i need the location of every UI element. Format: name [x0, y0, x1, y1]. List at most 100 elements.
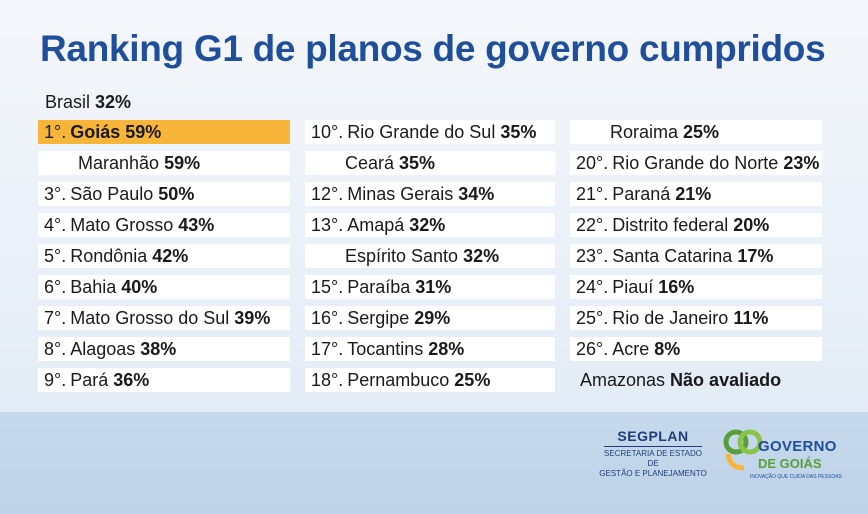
- state-pct: 17%: [737, 246, 774, 266]
- state-pct: 42%: [152, 246, 189, 266]
- state-name: Goiás: [70, 122, 121, 142]
- ranking-row: 13°. Amapá 32%: [305, 213, 555, 237]
- rank-position: 1°.: [44, 122, 67, 142]
- ranking-row: 12°. Minas Gerais 34%: [305, 182, 555, 206]
- ranking-row: 25°. Rio de Janeiro 11%: [570, 306, 822, 330]
- state-pct: 39%: [234, 308, 271, 328]
- rank-position: 17°.: [311, 339, 344, 359]
- rank-position: 6°.: [44, 277, 67, 297]
- state-pct: 11%: [733, 308, 769, 328]
- rank-position: 5°.: [44, 246, 67, 266]
- ranking-row: 10°. Rio Grande do Sul 35%: [305, 120, 555, 144]
- state-name: Tocantins: [347, 339, 424, 359]
- state-name: Ceará: [345, 153, 395, 173]
- ranking-row: 18°. Pernambuco 25%: [305, 368, 555, 392]
- rank-position: 20°.: [576, 153, 609, 173]
- state-pct: 38%: [140, 339, 177, 359]
- ranking-row: 4°. Mato Grosso 43%: [38, 213, 290, 237]
- ranking-row: 21°. Paraná 21%: [570, 182, 822, 206]
- state-pct: 25%: [454, 370, 491, 390]
- state-name: Distrito federal: [612, 215, 729, 235]
- rank-position: 21°.: [576, 184, 609, 204]
- state-name: Paraíba: [347, 277, 411, 297]
- rank-position: 7°.: [44, 308, 67, 328]
- state-name: Espírito Santo: [345, 246, 459, 266]
- ranking-row: 9°. Pará 36%: [38, 368, 290, 392]
- rank-position: 15°.: [311, 277, 344, 297]
- ranking-row: 5°. Rondônia 42%: [38, 244, 290, 268]
- governo-goias-mark-icon: [723, 429, 763, 471]
- ranking-row: 26°. Acre 8%: [570, 337, 822, 361]
- brasil-label: Brasil: [45, 92, 91, 112]
- brasil-pct: 32%: [95, 92, 132, 112]
- state-name: Rio de Janeiro: [612, 308, 729, 328]
- state-pct: 36%: [113, 370, 150, 390]
- ranking-row: Ceará 35%: [305, 151, 555, 175]
- state-pct: 23%: [783, 153, 820, 173]
- governo-goias-logo: GOVERNO DE GOIÁS INOVAÇÃO QUE CUIDA DAS …: [720, 424, 842, 490]
- state-name: Piauí: [612, 277, 654, 297]
- ranking-row: Espírito Santo 32%: [305, 244, 555, 268]
- state-name: Rio Grande do Norte: [612, 153, 779, 173]
- state-pct: 28%: [428, 339, 465, 359]
- ranking-row: 7°. Mato Grosso do Sul 39%: [38, 306, 290, 330]
- ranking-row: 16°. Sergipe 29%: [305, 306, 555, 330]
- rank-position: 25°.: [576, 308, 609, 328]
- state-pct: 59%: [164, 153, 201, 173]
- state-pct: 35%: [500, 122, 537, 142]
- state-pct: 21%: [675, 184, 712, 204]
- ranking-row: 15°. Paraíba 31%: [305, 275, 555, 299]
- governo-line2: DE GOIÁS: [758, 456, 822, 471]
- state-pct: 40%: [121, 277, 158, 297]
- state-pct: 43%: [178, 215, 215, 235]
- ranking-row: Amazonas Não avaliado: [570, 368, 822, 392]
- page-title: Ranking G1 de planos de governo cumprido…: [40, 28, 826, 69]
- state-pct: 31%: [415, 277, 452, 297]
- state-name: Sergipe: [347, 308, 410, 328]
- state-pct: 34%: [458, 184, 495, 204]
- state-pct: Não avaliado: [670, 370, 782, 390]
- state-name: São Paulo: [70, 184, 154, 204]
- state-pct: 50%: [158, 184, 195, 204]
- state-name: Maranhão: [78, 153, 160, 173]
- footer-band: [0, 412, 868, 514]
- brasil-summary: Brasil 32%: [45, 92, 131, 113]
- ranking-row: 8°. Alagoas 38%: [38, 337, 290, 361]
- rank-position: 22°.: [576, 215, 609, 235]
- ranking-row: 3°. São Paulo 50%: [38, 182, 290, 206]
- governo-tagline: INOVAÇÃO QUE CUIDA DAS PESSOAS: [750, 474, 842, 480]
- state-pct: 25%: [683, 122, 720, 142]
- state-pct: 35%: [399, 153, 436, 173]
- ranking-row: 24°. Piauí 16%: [570, 275, 822, 299]
- state-pct: 8%: [654, 339, 681, 359]
- rank-position: 12°.: [311, 184, 344, 204]
- state-name: Paraná: [612, 184, 671, 204]
- state-pct: 59%: [125, 122, 162, 142]
- state-pct: 16%: [658, 277, 695, 297]
- state-name: Amazonas: [580, 370, 666, 390]
- state-name: Rio Grande do Sul: [347, 122, 496, 142]
- rank-position: 24°.: [576, 277, 609, 297]
- rank-position: 9°.: [44, 370, 67, 390]
- state-name: Alagoas: [70, 339, 136, 359]
- rank-position: 13°.: [311, 215, 344, 235]
- state-pct: 32%: [409, 215, 446, 235]
- state-name: Roraima: [610, 122, 679, 142]
- state-pct: 29%: [414, 308, 451, 328]
- ranking-row: Roraima 25%: [570, 120, 822, 144]
- ranking-row: 22°. Distrito federal 20%: [570, 213, 822, 237]
- rank-position: 4°.: [44, 215, 67, 235]
- rank-position: 23°.: [576, 246, 609, 266]
- ranking-row: 17°. Tocantins 28%: [305, 337, 555, 361]
- ranking-row: 1°. Goiás 59%: [38, 120, 290, 144]
- rank-position: 10°.: [311, 122, 344, 142]
- state-name: Pernambuco: [347, 370, 450, 390]
- state-name: Minas Gerais: [347, 184, 454, 204]
- segplan-logo: SEGPLAN SECRETARIA DE ESTADO DE GESTÃO E…: [598, 428, 708, 479]
- segplan-line2: GESTÃO E PLANEJAMENTO: [599, 469, 707, 478]
- state-name: Acre: [612, 339, 650, 359]
- state-name: Bahia: [70, 277, 117, 297]
- rank-position: 26°.: [576, 339, 609, 359]
- rank-position: 8°.: [44, 339, 67, 359]
- rank-position: 16°.: [311, 308, 344, 328]
